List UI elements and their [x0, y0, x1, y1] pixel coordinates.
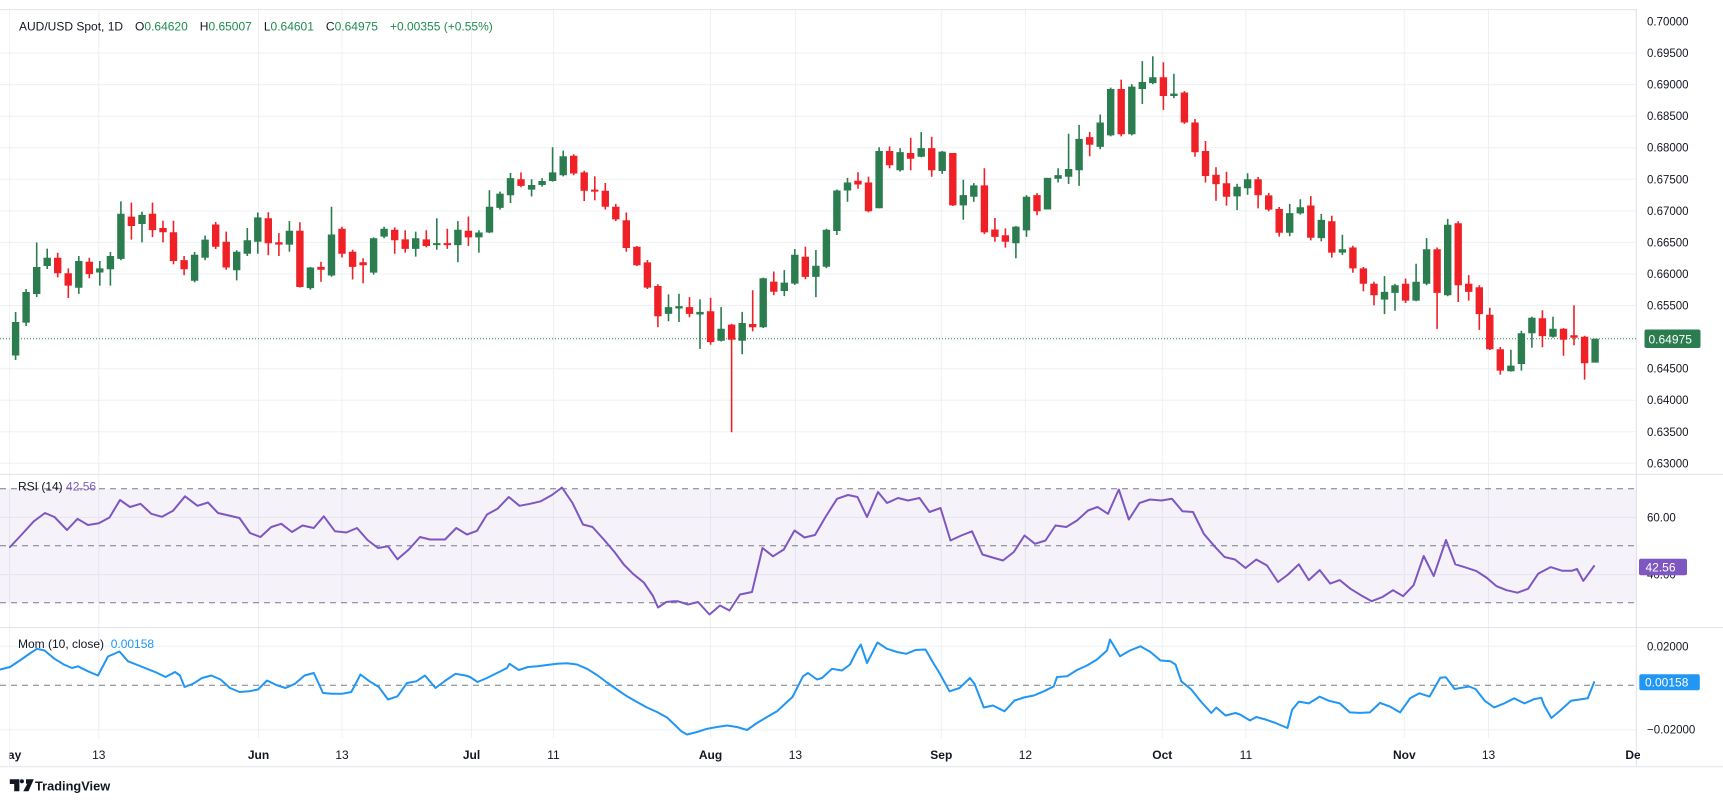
svg-text:0.64975: 0.64975: [1649, 332, 1693, 346]
svg-text:0.67000: 0.67000: [1647, 206, 1689, 218]
svg-text:Jun: Jun: [248, 748, 269, 762]
svg-text:11: 11: [1240, 748, 1253, 762]
svg-text:TradingView: TradingView: [35, 778, 110, 793]
svg-text:12: 12: [1019, 748, 1033, 762]
svg-text:Nov: Nov: [1393, 748, 1416, 762]
svg-text:Sep: Sep: [930, 748, 952, 762]
svg-text:60.00: 60.00: [1647, 512, 1676, 524]
svg-text:0.70000: 0.70000: [1647, 17, 1689, 29]
svg-text:11: 11: [547, 748, 560, 762]
svg-text:0.68000: 0.68000: [1647, 143, 1689, 155]
svg-text:−0.02000: −0.02000: [1647, 725, 1695, 737]
svg-text:0.02000: 0.02000: [1647, 641, 1689, 653]
svg-text:13: 13: [92, 748, 106, 762]
svg-text:0.64500: 0.64500: [1647, 364, 1689, 376]
svg-text:0.64000: 0.64000: [1647, 395, 1689, 407]
svg-text:13: 13: [335, 748, 349, 762]
svg-text:Dec: Dec: [1625, 748, 1647, 762]
svg-text:0.66000: 0.66000: [1647, 269, 1689, 281]
svg-text:13: 13: [789, 748, 803, 762]
svg-text:Oct: Oct: [1152, 748, 1172, 762]
svg-text:13: 13: [1482, 748, 1496, 762]
svg-text:0.00158: 0.00158: [1645, 676, 1689, 690]
svg-text:0.69000: 0.69000: [1647, 80, 1689, 92]
svg-text:0.65500: 0.65500: [1647, 301, 1689, 313]
svg-text:May: May: [0, 748, 22, 762]
svg-text:0.63500: 0.63500: [1647, 427, 1689, 439]
svg-text:0.63000: 0.63000: [1647, 458, 1689, 470]
svg-text:0.68500: 0.68500: [1647, 111, 1689, 123]
svg-text:Mom (10, close) 0.00158: Mom (10, close) 0.00158: [18, 637, 154, 651]
svg-text:RSI (14) 42.56: RSI (14) 42.56: [18, 480, 96, 494]
svg-text:42.56: 42.56: [1646, 560, 1676, 574]
svg-text:Aug: Aug: [699, 748, 722, 762]
svg-text:0.67500: 0.67500: [1647, 174, 1689, 186]
svg-text:Jul: Jul: [463, 748, 480, 762]
svg-text:0.66500: 0.66500: [1647, 237, 1689, 249]
svg-text:0.69500: 0.69500: [1647, 48, 1689, 60]
